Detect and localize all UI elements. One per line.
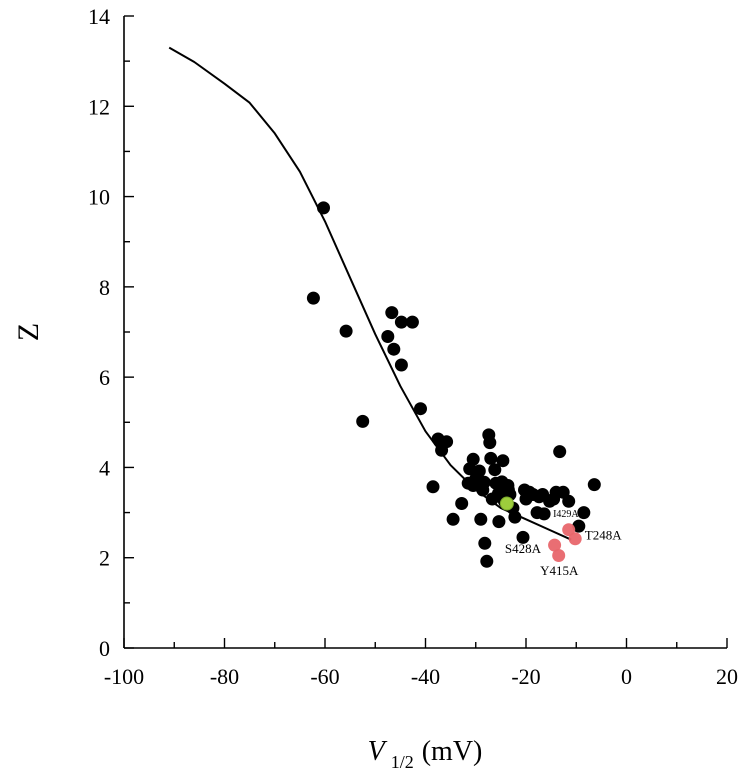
point-annotation: S428A (505, 541, 542, 556)
data-point (387, 342, 401, 356)
data-point (484, 451, 498, 465)
data-point (488, 463, 502, 477)
x-tick-label: -100 (104, 664, 144, 689)
y-tick-label: 2 (99, 546, 110, 571)
data-point (577, 506, 591, 520)
data-point (480, 554, 494, 568)
highlight-point (562, 523, 576, 537)
x-axis-label-unit: (mV) (422, 736, 483, 767)
data-point (426, 480, 440, 494)
data-point (414, 402, 427, 416)
highlight-point (552, 549, 566, 562)
x-axis-label-variable: V (368, 736, 388, 767)
x-axis-label: V 1/2 (mV) (368, 736, 483, 772)
data-point (455, 497, 469, 510)
data-point (472, 464, 486, 478)
data-point (562, 494, 576, 508)
data-point (394, 315, 408, 329)
data-point (405, 315, 419, 329)
x-tick-label: 20 (716, 664, 738, 689)
data-point (478, 536, 492, 550)
data-point (572, 519, 586, 533)
data-point (385, 306, 399, 320)
x-tick-label: -20 (511, 664, 540, 689)
data-point (317, 201, 330, 215)
data-point (339, 324, 353, 338)
data-point (496, 454, 510, 468)
data-point (306, 291, 320, 305)
data-point (537, 507, 551, 521)
x-tick-label: -40 (411, 664, 440, 689)
axis-labels: 0 2 4 6 8 10 12 14 -100 -80 -60 -40 -20 0 20 Z V 1/2 (mV) (12, 4, 738, 772)
data-point (381, 330, 395, 343)
data-point (501, 483, 515, 497)
y-axis-label: Z (12, 323, 45, 341)
fit-curve (168, 46, 572, 541)
data-point (474, 512, 488, 526)
data-point (587, 478, 601, 492)
x-tick-label: 0 (621, 664, 632, 689)
reference-point (499, 496, 514, 511)
data-point (433, 434, 447, 448)
data-point (477, 475, 491, 489)
y-tick-label: 10 (88, 185, 110, 210)
data-point (516, 530, 530, 544)
data-point (446, 512, 460, 526)
point-annotation: T248A (585, 528, 622, 543)
x-tick-label: -60 (310, 664, 339, 689)
y-tick-label: 0 (99, 636, 110, 661)
y-tick-label: 14 (88, 4, 110, 29)
data-point (492, 515, 506, 529)
data-point (553, 445, 567, 459)
y-tick-label: 8 (99, 275, 110, 300)
data-points (306, 201, 601, 568)
highlight-point (548, 538, 562, 552)
fit-curve-layer (168, 46, 572, 541)
data-point (394, 358, 408, 372)
x-tick-label: -80 (210, 664, 239, 689)
y-tick-label: 6 (99, 365, 110, 390)
axes (123, 15, 728, 649)
data-point (483, 436, 497, 450)
highlight-point (568, 532, 582, 546)
data-point (356, 414, 370, 428)
point-annotation: I429A (553, 509, 579, 520)
y-tick-label: 12 (88, 94, 110, 119)
x-axis-label-subscript: 1/2 (391, 752, 414, 772)
annotations: I429A T248A S428A Y415A (505, 509, 622, 578)
y-tick-label: 4 (99, 455, 110, 480)
data-point (466, 452, 480, 466)
point-annotation: Y415A (540, 563, 579, 578)
data-point (508, 510, 522, 524)
